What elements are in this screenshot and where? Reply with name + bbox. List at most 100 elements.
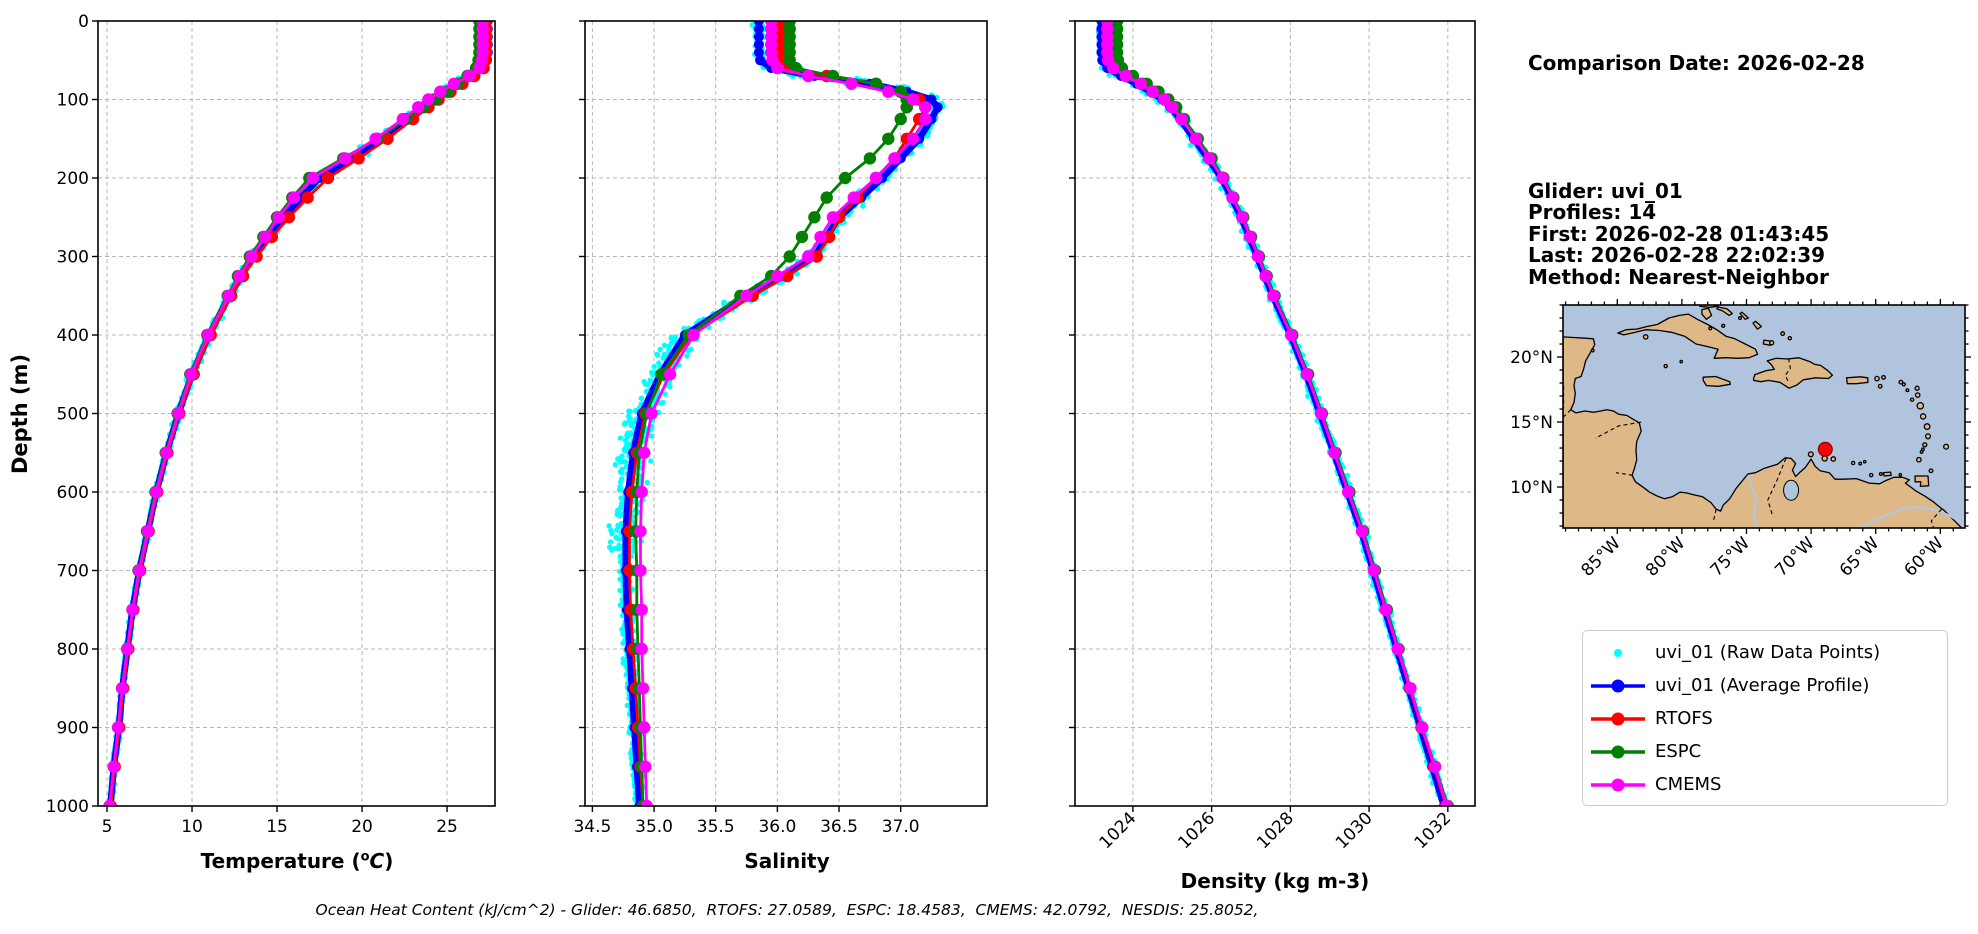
map-lon-label: 75°W [1707,533,1754,580]
map-island [1901,382,1906,387]
map-island [1924,433,1932,440]
axis-title-text: C [369,849,385,873]
map-island [1919,449,1924,454]
map-lat-label: 10°N [1510,478,1553,498]
depth-axis-label: Depth (m) [8,353,32,475]
map-island [1877,383,1883,389]
map-lon-label: 85°W [1577,533,1624,580]
map-river [1858,506,1962,528]
x-tick-label: 1026 [1174,808,1219,853]
legend-item: uvi_01 (Raw Data Points) [1583,636,1947,669]
map-border [1784,358,1791,383]
info-lines: Glider: uvi_01 Profiles: 14 First: 2026-02… [1528,178,1865,289]
legend-label: uvi_01 (Average Profile) [1655,675,1870,696]
map-island [1909,397,1915,402]
depth-tick-label: 600 [57,483,89,503]
map-land-eleuthera [1716,306,1733,317]
comparison-date: Comparison Date: 2026-02-28 [1528,51,1865,75]
axis-title-text: Salinity [744,849,830,873]
map-river [1747,474,1758,528]
map-island [1916,401,1925,410]
map-border [1595,421,1642,439]
depth-tick-label: 500 [57,405,89,425]
map-lake-maracaibo [1783,479,1800,501]
x-tick-label: 25 [436,817,458,837]
axis-title-text: o [360,849,370,865]
legend-line-icon [1591,712,1645,725]
legend-item: ESPC [1583,735,1947,768]
info-line: Last: 2026-02-28 22:02:39 [1528,243,1826,267]
info-line: Glider: uvi_01 [1528,178,1683,203]
x-tick-label: 34.5 [573,817,611,837]
map-lon-label: 80°W [1642,533,1689,580]
map-lon-label: 60°W [1901,533,1948,580]
info-line: Profiles: 14 [1528,200,1657,224]
legend-dot-icon [1614,648,1622,657]
map-island [1898,472,1903,477]
map-island [1874,375,1880,382]
x-tick-label: 20 [351,817,373,837]
map-island [1780,331,1786,337]
series-raw-salinity [606,21,946,805]
map-land-margarita [1882,471,1892,477]
x-tick-label: 10 [181,817,203,837]
depth-tick-label: 900 [57,719,89,739]
map-border [1712,508,1717,521]
series-cmems [634,21,932,806]
map-island [1721,323,1726,328]
map-island [1916,456,1922,463]
map-island [1807,451,1814,458]
series-cmems [103,21,489,806]
map-lat-label: 20°N [1510,348,1553,368]
map-island [1943,443,1950,450]
series-raw-density [1095,21,1448,804]
info-gap [1528,118,1865,138]
depth-tick-label: 100 [57,91,89,111]
info-panel: Comparison Date: 2026-02-28 Glider: uvi_… [1528,10,1865,331]
x-tick-label: 37.0 [882,817,920,837]
map-island [1919,413,1927,420]
map-island [1868,472,1874,478]
x-tick-label: 15 [266,817,288,837]
info-line: First: 2026-02-28 01:43:45 [1528,221,1830,246]
legend-item: uvi_01 (Average Profile) [1583,669,1947,702]
depth-tick-label: 700 [57,562,89,582]
map-land-trinidad [1914,475,1930,488]
x-tick-label: 35.0 [635,817,673,837]
salinity-axis-label: Salinity [586,849,988,873]
series-raw-temperature [107,21,493,804]
depth-tick-label: 1000 [46,797,89,817]
ohc-caption: Ocean Heat Content (kJ/cm^2) - Glider: 4… [315,901,1259,919]
map-island [1737,315,1743,321]
map-island [1914,392,1921,398]
glider-location-marker [1817,441,1833,457]
map-lon-label: 65°W [1836,533,1883,580]
depth-tick-label: 400 [57,326,89,346]
map-island [1898,379,1904,385]
temperature-axis-label: Temperature (oC) [97,849,497,873]
legend-label: ESPC [1655,741,1702,762]
axis-title-text: Density (kg m-3) [1180,869,1370,893]
map-island [1905,388,1910,393]
legend-item: RTOFS [1583,702,1947,735]
x-tick-label: 1030 [1332,808,1377,853]
depth-tick-label: 0 [78,12,89,32]
map-lat-label: 15°N [1510,413,1553,433]
map-island [1663,363,1668,369]
map-island [1928,468,1934,474]
panel-salinity: 34.5 35.0 35.5 36.0 36.5 37.0 [573,20,988,837]
legend-line-icon [1591,679,1645,692]
map-land-longisland [1739,311,1750,320]
legend-label: CMEMS [1655,774,1722,795]
depth-tick-label: 200 [57,169,89,189]
map-island [1708,326,1713,331]
map-lon-label: 70°W [1771,533,1818,580]
series-cmems [1101,21,1453,806]
map-island [1830,456,1837,462]
panel-temperature: 5 10 15 20 25 0 100 200 300 400 500 600 700 800 900 100… [46,12,496,837]
x-tick-label: 1028 [1253,808,1298,853]
map-land-andros [1701,307,1713,320]
map-island [1858,461,1863,466]
axis-title-text: ) [384,849,394,873]
